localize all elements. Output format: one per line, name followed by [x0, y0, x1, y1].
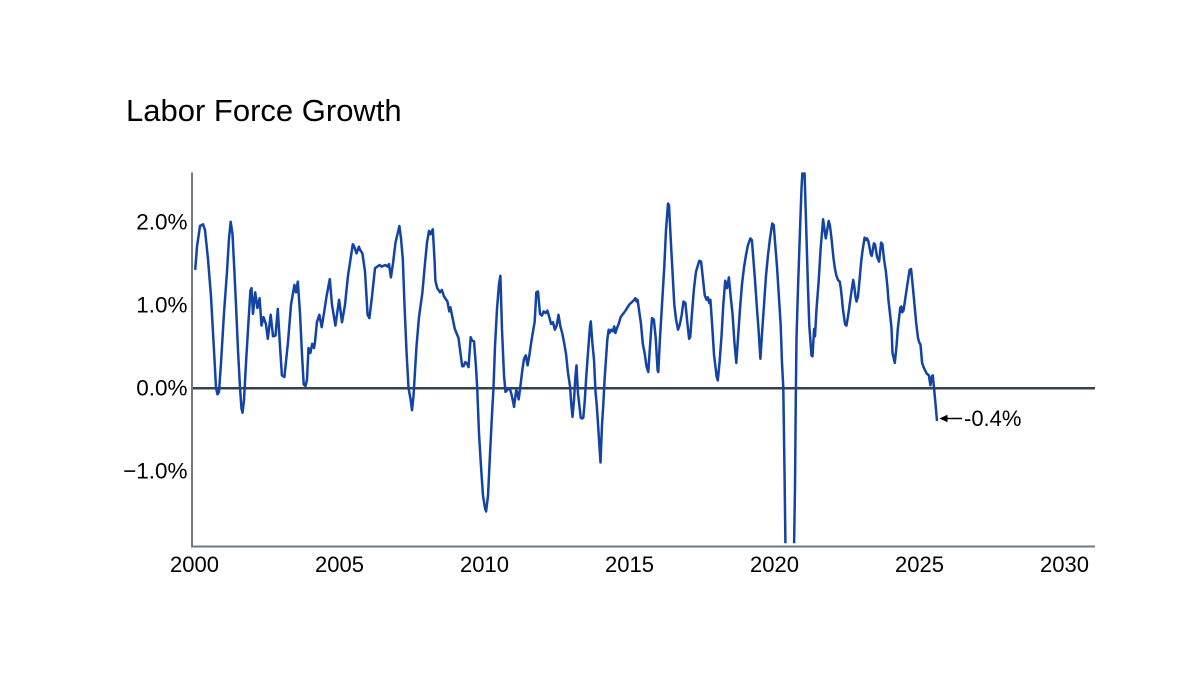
svg-text:−1.0%: −1.0% [123, 459, 187, 484]
svg-text:2030: 2030 [1040, 552, 1089, 577]
svg-text:2025: 2025 [895, 552, 944, 577]
svg-text:2020: 2020 [750, 552, 799, 577]
svg-text:2000: 2000 [170, 552, 219, 577]
svg-text:-0.4%: -0.4% [964, 406, 1021, 431]
svg-text:Labor Force Growth: Labor Force Growth [126, 93, 402, 128]
svg-text:0.0%: 0.0% [136, 376, 187, 401]
svg-text:2010: 2010 [460, 552, 509, 577]
svg-text:1.0%: 1.0% [136, 293, 187, 318]
svg-text:2.0%: 2.0% [136, 210, 187, 235]
svg-text:2005: 2005 [315, 552, 364, 577]
svg-text:2015: 2015 [605, 552, 654, 577]
